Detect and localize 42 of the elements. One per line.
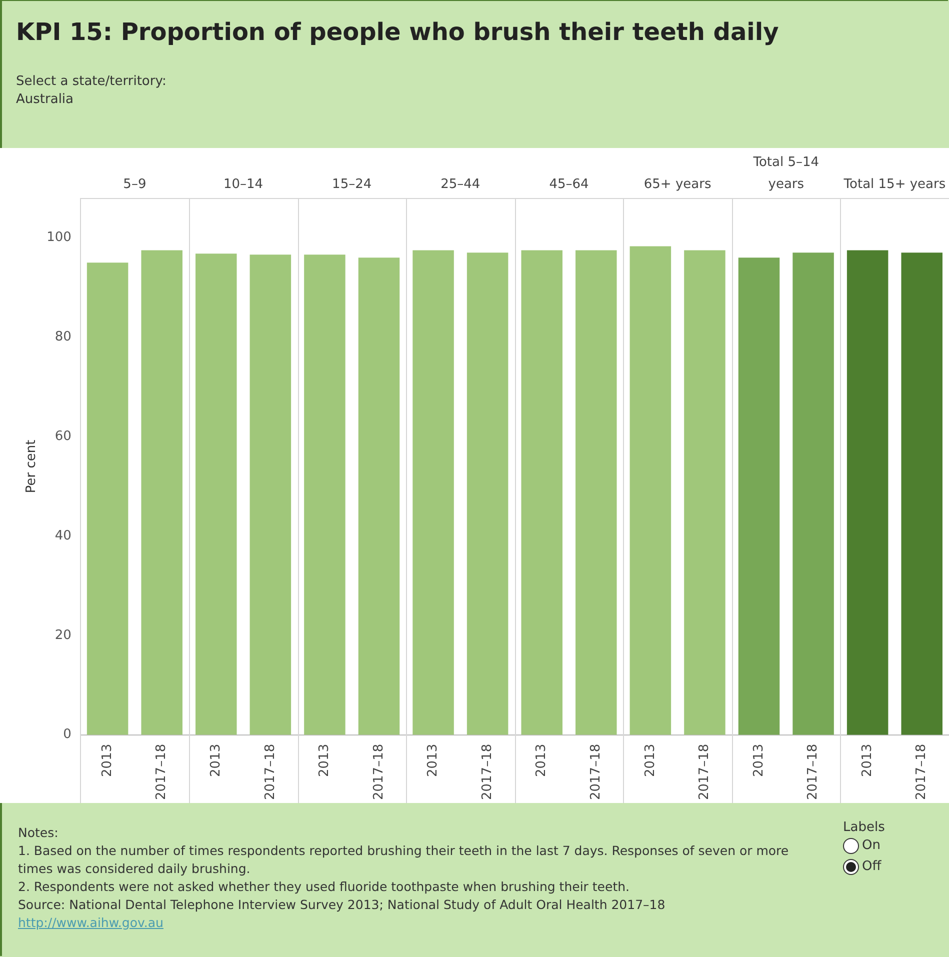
text: Labels	[843, 820, 885, 835]
text: 65+ years	[644, 177, 712, 192]
x-tick-label: 2013	[100, 744, 115, 777]
x-tick-label: 2017–18	[914, 744, 930, 800]
text: Off	[862, 859, 882, 874]
x-tick-label: 2013	[751, 744, 766, 777]
text: Total 15+ years	[842, 177, 946, 192]
y-tick-label: 20	[54, 628, 72, 643]
x-tick-label: 2013	[642, 744, 658, 777]
y-axis-title: Per cent	[24, 440, 40, 494]
text: 45–64	[549, 177, 589, 192]
x-tick-label: 2017–18	[154, 744, 170, 800]
y-tick-label: 100	[46, 230, 72, 246]
y-tick-label: 60	[54, 428, 72, 444]
x-tick-label: 2013	[534, 744, 550, 777]
text: 2. Respondents were not asked whether they used fluoride toothpaste when brushing their teeth.	[18, 878, 630, 896]
text: Australia	[16, 92, 74, 107]
x-tick-label: 2017–18	[480, 744, 495, 800]
text: 1. Based on the number of times respondents reported brushing their teeth in the last 7 days. Responses of seven or more times was considered daily brushing.	[18, 842, 790, 878]
x-tick-label: 2017–18	[371, 744, 386, 800]
x-tick-label: 2013	[317, 744, 332, 777]
text: 25–44	[440, 177, 480, 192]
text: 15–24	[332, 177, 372, 192]
source-note: Source: National Dental Telephone Interview Survey 2013; National Study of Adult Oral Health 2017–18	[18, 896, 666, 914]
text: Notes:	[18, 824, 60, 842]
x-tick-label: 2013	[426, 744, 441, 777]
text: 5–9	[123, 177, 146, 192]
y-tick-label: 0	[63, 727, 72, 742]
x-tick-label: 2017–18	[806, 744, 821, 800]
x-tick-label: 2017–18	[588, 744, 604, 800]
text: http://www.aihw.gov.au	[18, 914, 164, 932]
chart-title: KPI 15: Proportion of people who brush their teeth daily	[16, 18, 779, 46]
x-tick-label: 2017–18	[262, 744, 278, 800]
x-tick-label: 2013	[208, 744, 224, 777]
x-tick-label: 2017–18	[697, 744, 712, 800]
text: On	[862, 838, 880, 853]
text: 10–14	[223, 177, 264, 192]
text: Total 5–14 years	[752, 155, 820, 192]
y-tick-label: 40	[54, 528, 72, 544]
y-tick-label: 80	[54, 330, 72, 345]
x-tick-label: 2013	[860, 744, 875, 777]
chart-subtitle: Select a state/territory:	[16, 74, 166, 89]
